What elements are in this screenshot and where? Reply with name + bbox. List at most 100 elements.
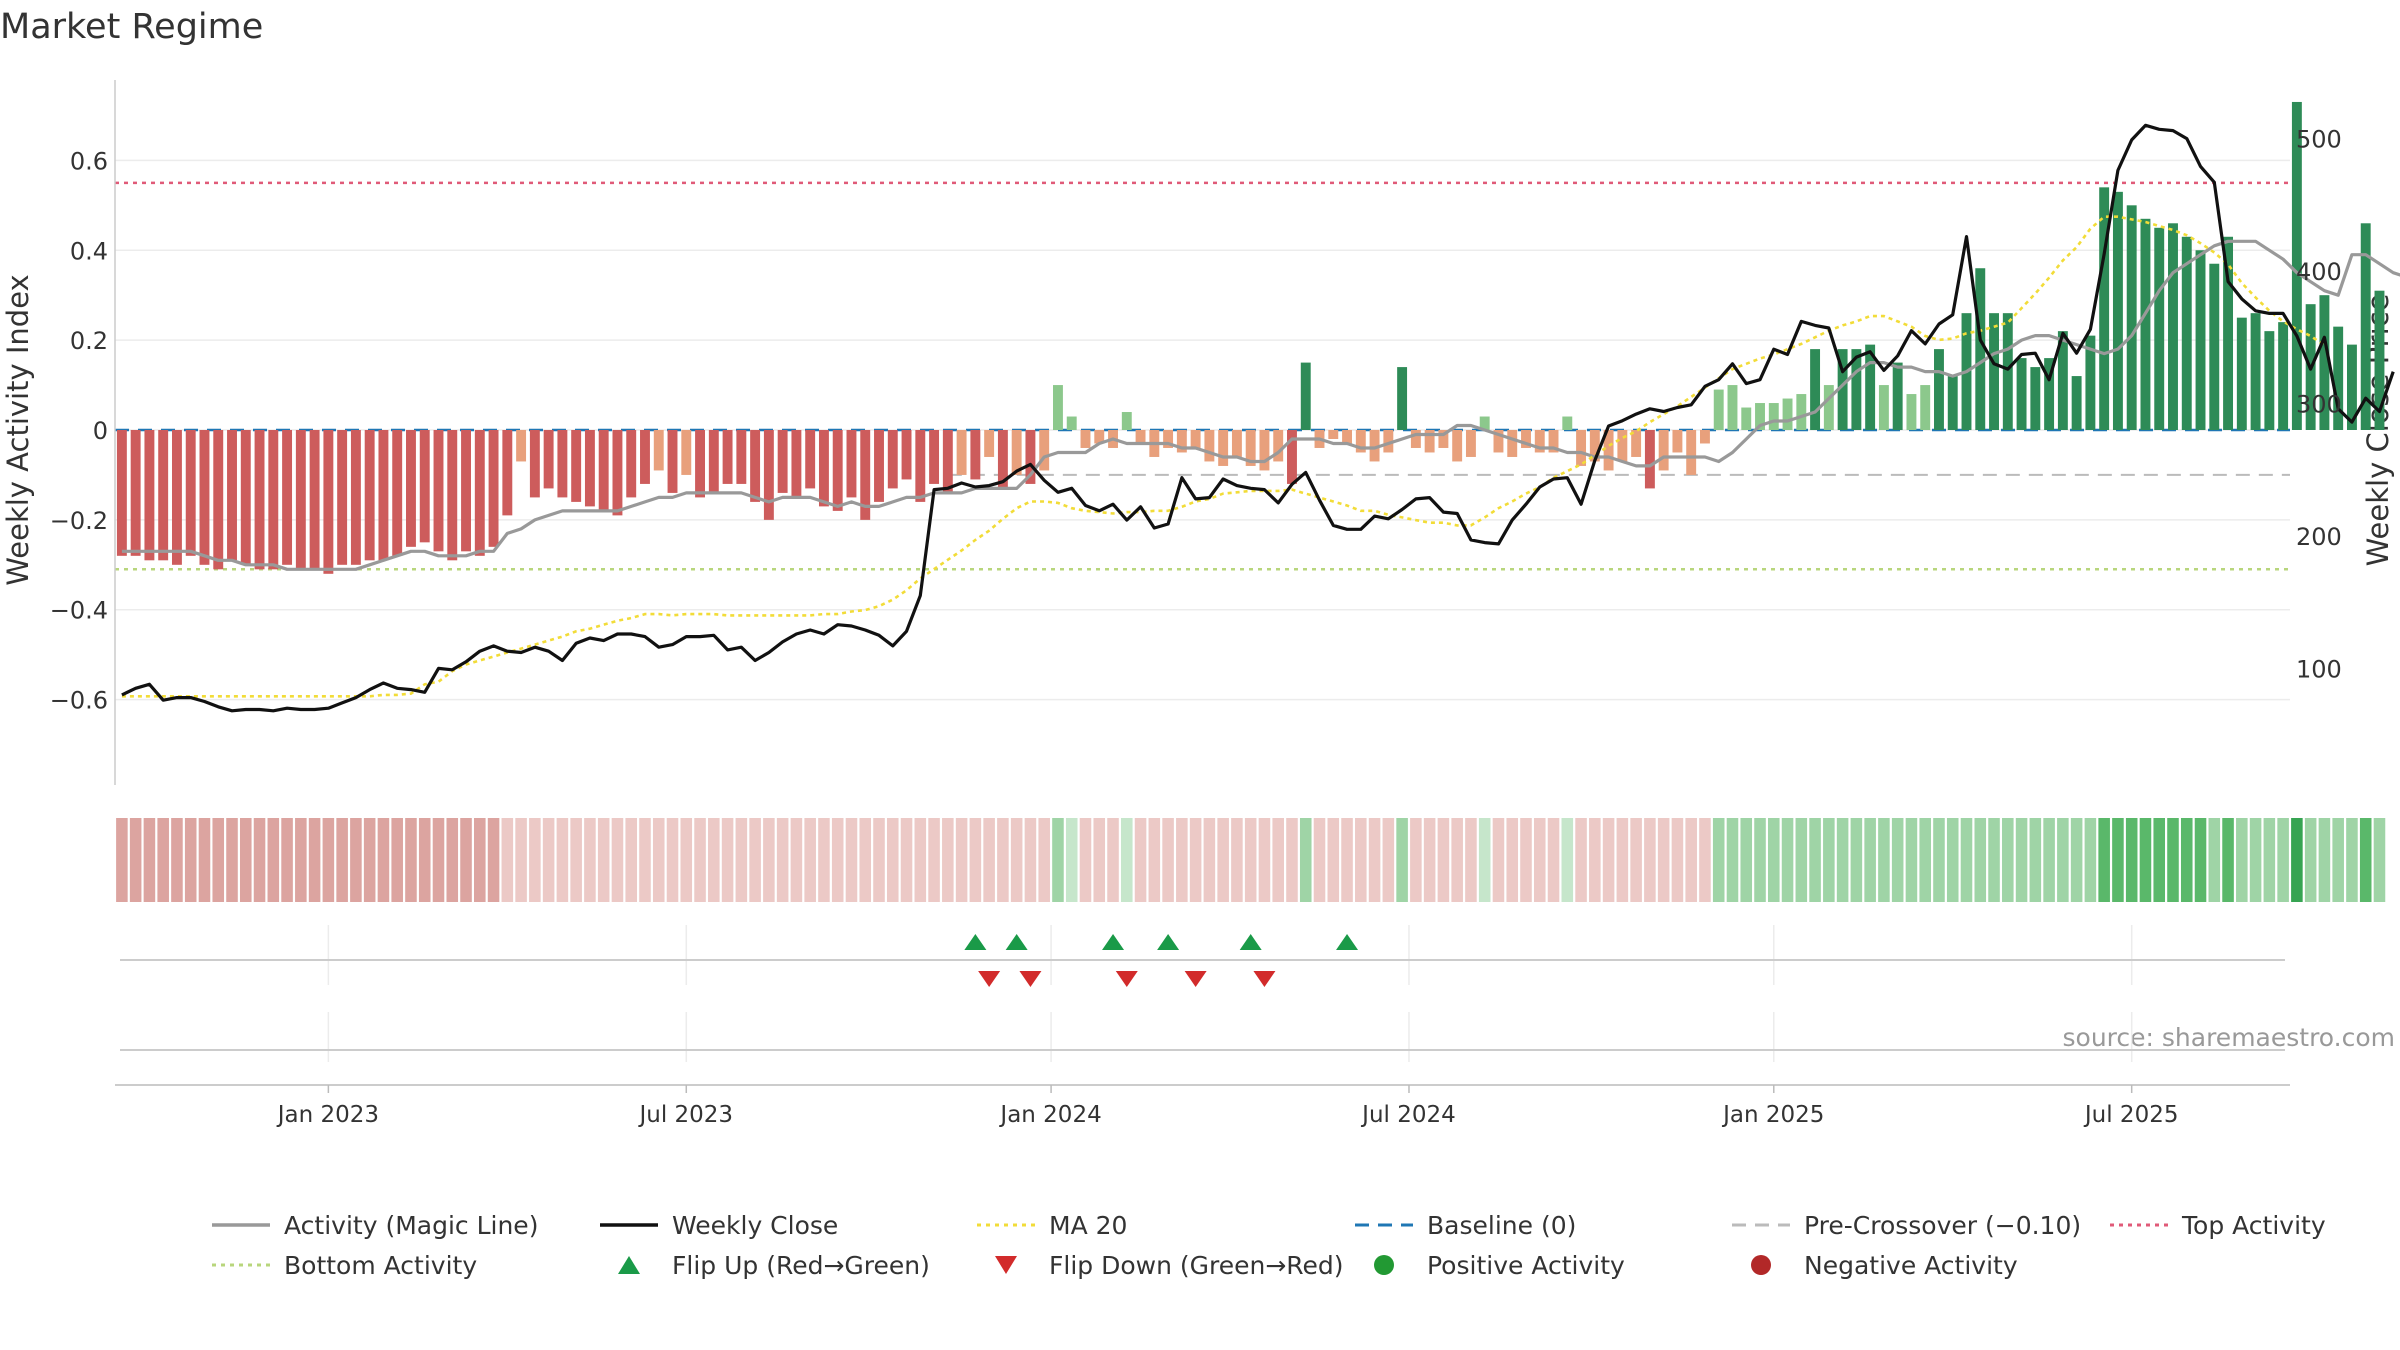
regime-strip-cell xyxy=(2346,818,2358,902)
regime-strip-cell xyxy=(157,818,169,902)
activity-bar xyxy=(2030,367,2041,430)
activity-bar xyxy=(1355,430,1366,453)
legend-swatch-dashed-blue xyxy=(1355,1223,1413,1227)
regime-strip-cell xyxy=(2291,818,2303,902)
regime-strip-cell xyxy=(1768,818,1780,902)
regime-strip-cell xyxy=(1905,818,1918,902)
regime-strip-cell xyxy=(487,818,500,902)
regime-strip-cell xyxy=(2098,818,2110,902)
regime-strip-cell xyxy=(1781,818,1794,902)
x-tick-label: Jul 2023 xyxy=(637,1102,733,1128)
regime-strip-cell xyxy=(1134,818,1147,902)
activity-bar xyxy=(695,430,706,498)
regime-strip-cell xyxy=(2263,818,2276,902)
activity-bar xyxy=(1121,412,1132,430)
activity-bar xyxy=(860,430,871,520)
regime-strip-cell xyxy=(625,818,637,902)
activity-bar xyxy=(2140,218,2151,430)
regime-strip-cell xyxy=(1960,818,1973,902)
activity-bar xyxy=(1989,313,1999,430)
activity-bar xyxy=(392,430,403,556)
regime-strip xyxy=(116,818,2386,902)
regime-strip-cell xyxy=(2057,818,2069,902)
regime-strip-cell xyxy=(928,818,940,902)
activity-bar xyxy=(1342,430,1352,444)
regime-strip-cell xyxy=(2222,818,2234,902)
activity-bar xyxy=(433,430,444,552)
regime-strip-cell xyxy=(460,818,472,902)
activity-bar xyxy=(1438,430,1449,448)
regime-strip-cell xyxy=(1203,818,1216,902)
regime-strip-cell xyxy=(1671,818,1684,902)
activity-bar xyxy=(144,430,155,561)
regime-strip-cell xyxy=(900,818,913,902)
regime-strip-cell xyxy=(1079,818,1092,902)
regime-strip-cell xyxy=(1148,818,1161,902)
regime-strip-cell xyxy=(1630,818,1642,902)
activity-bar xyxy=(1231,430,1242,457)
legend-item-negative-activity: Negative Activity xyxy=(1730,1245,2018,1285)
regime-strip-cell xyxy=(749,818,761,902)
regime-strip-cell xyxy=(694,818,706,902)
regime-strip-cell xyxy=(529,818,541,902)
activity-bar xyxy=(1369,430,1380,462)
activity-bar xyxy=(929,430,940,484)
regime-strip-cell xyxy=(1685,818,1697,902)
legend-item-activity-magic-line: Activity (Magic Line) xyxy=(210,1205,538,1245)
activity-bar xyxy=(1755,403,1765,430)
activity-bar xyxy=(818,430,829,507)
activity-bar xyxy=(1865,344,1876,430)
activity-bar xyxy=(268,430,279,570)
activity-bar xyxy=(1727,385,1738,430)
activity-bar xyxy=(708,430,719,493)
activity-bar xyxy=(2250,313,2261,430)
activity-bar xyxy=(2333,326,2344,430)
y-right-tick-label: 200 xyxy=(2296,523,2342,551)
regime-strip-cell xyxy=(2373,818,2386,902)
flip-down-marker xyxy=(1019,971,1042,987)
activity-bar xyxy=(2374,290,2385,430)
legend-item-pre-crossover: Pre-Crossover (−0.10) xyxy=(1730,1205,2081,1245)
activity-bar xyxy=(227,430,237,561)
regime-strip-cell xyxy=(1933,818,1945,902)
regime-strip-cell xyxy=(1038,818,1050,902)
y-right-tick-label: 300 xyxy=(2296,391,2342,419)
regime-strip-cell xyxy=(2236,818,2248,902)
activity-bar xyxy=(874,430,884,502)
legend-label: Flip Down (Green→Red) xyxy=(1049,1250,1344,1280)
legend-item-flip-down: Flip Down (Green→Red) xyxy=(975,1245,1344,1285)
legend-label: Bottom Activity xyxy=(284,1250,478,1280)
regime-strip-cell xyxy=(350,818,362,902)
regime-strip-cell xyxy=(1726,818,1739,902)
regime-strip-cell xyxy=(1010,818,1023,902)
regime-strip-cell xyxy=(1561,818,1574,902)
regime-strip-cell xyxy=(515,818,527,902)
activity-bar xyxy=(1163,430,1174,448)
regime-strip-cell xyxy=(1396,818,1408,902)
regime-strip-cell xyxy=(1506,818,1519,902)
activity-bar xyxy=(529,430,540,498)
x-tick-label: Jan 2023 xyxy=(276,1102,379,1128)
activity-bar xyxy=(2264,331,2275,430)
activity-bar xyxy=(997,430,1008,489)
activity-bar xyxy=(1741,407,1752,430)
regime-strip-cell xyxy=(1492,818,1505,902)
flip-down-marker xyxy=(978,971,1001,987)
regime-strip-cell xyxy=(418,818,431,902)
regime-strip-cell xyxy=(763,818,775,902)
regime-strip-cell xyxy=(955,818,968,902)
legend-label: Negative Activity xyxy=(1804,1250,2018,1280)
activity-bar xyxy=(1190,430,1201,448)
y-axis-left-label: Weekly Activity Index xyxy=(1,274,35,585)
legend-label: Baseline (0) xyxy=(1427,1210,1577,1240)
legend-swatch-dotted-red xyxy=(2110,1223,2168,1227)
activity-bar xyxy=(1975,268,1986,430)
flip-down-marker xyxy=(1115,971,1138,987)
activity-bar xyxy=(337,430,348,565)
activity-bar xyxy=(1507,430,1518,457)
activity-bar xyxy=(1218,430,1229,466)
regime-strip-cell xyxy=(680,818,693,902)
flip-up-marker xyxy=(964,934,987,950)
y-right-tick-label: 400 xyxy=(2296,258,2342,286)
